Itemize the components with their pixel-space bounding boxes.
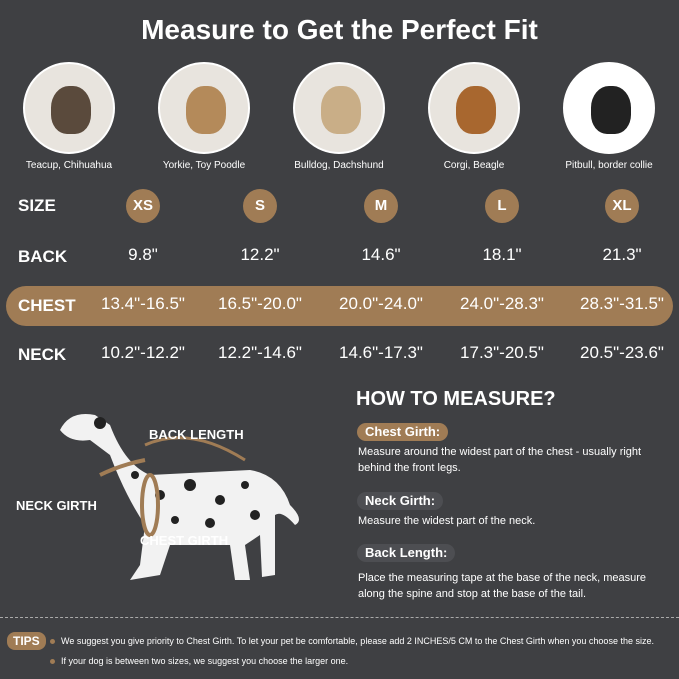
dog-photo (158, 62, 250, 154)
chest-girth-pill: Chest Girth: (357, 423, 449, 441)
dog-card: Pitbull, border collie (549, 62, 669, 171)
size-row: SIZE XS S M L XL (0, 186, 679, 226)
chest-girth-label: CHEST GIRTH (140, 533, 229, 548)
cell: 14.6" (361, 245, 401, 264)
dog-label: Yorkie, Toy Poodle (162, 160, 246, 171)
chest-row: CHEST 13.4"-16.5" 16.5"-20.0" 20.0"-24.0… (6, 286, 673, 326)
how-to-measure-title: HOW TO MEASURE? (356, 388, 556, 410)
row-header: SIZE (18, 196, 56, 215)
cell: 18.1" (482, 245, 522, 264)
dog-label: Corgi, Beagle (443, 160, 505, 171)
dog-photo (563, 62, 655, 154)
cell: 20.5"-23.6" (580, 343, 664, 362)
tip-item: If your dog is between two sizes, we sug… (50, 656, 348, 666)
bullet-icon (50, 659, 55, 665)
neck-girth-pill: Neck Girth: (357, 492, 444, 510)
cell: 21.3" (602, 245, 642, 264)
neck-girth-label: NECK GIRTH (16, 498, 97, 513)
cell: 24.0"-28.3" (460, 294, 544, 313)
cell: 12.2" (240, 245, 280, 264)
dog-card: Teacup, Chihuahua (9, 62, 129, 171)
cell: 9.8" (128, 245, 158, 264)
dog-card: Corgi, Beagle (414, 62, 534, 171)
tip-item: We suggest you give priority to Chest Gi… (50, 636, 654, 646)
tip-text: If your dog is between two sizes, we sug… (61, 656, 349, 666)
bullet-icon (50, 639, 55, 645)
tips-badge: TIPS (7, 632, 46, 650)
tip-text: We suggest you give priority to Chest Gi… (61, 636, 654, 646)
dog-label: Teacup, Chihuahua (25, 160, 113, 171)
cell: 17.3"-20.5" (460, 343, 544, 362)
page-title: Measure to Get the Perfect Fit (141, 14, 538, 45)
size-badge: S (243, 189, 277, 223)
cell: 13.4"-16.5" (101, 294, 185, 313)
dog-card: Yorkie, Toy Poodle (144, 62, 264, 171)
dog-photo (293, 62, 385, 154)
cell: 20.0"-24.0" (339, 294, 423, 313)
divider (0, 617, 679, 618)
cell: 12.2"-14.6" (218, 343, 302, 362)
dog-photo (428, 62, 520, 154)
dog-label: Bulldog, Dachshund (294, 160, 384, 171)
size-badge: XL (605, 189, 639, 223)
size-badge: L (485, 189, 519, 223)
row-header: NECK (18, 345, 67, 364)
dog-photo (23, 62, 115, 154)
dog-label: Pitbull, border collie (565, 160, 653, 171)
back-length-label: BACK LENGTH (149, 427, 244, 442)
chest-girth-desc: Measure around the widest part of the ch… (358, 446, 642, 474)
row-header: BACK (18, 247, 68, 266)
back-row: BACK 9.8" 12.2" 14.6" 18.1" 21.3" (0, 237, 679, 277)
dog-card: Bulldog, Dachshund (279, 62, 399, 171)
cell: 28.3"-31.5" (580, 294, 664, 313)
cell: 14.6"-17.3" (339, 343, 423, 362)
dalmatian-illustration (60, 414, 299, 580)
cell: 16.5"-20.0" (218, 294, 302, 313)
cell: 10.2"-12.2" (101, 343, 185, 362)
size-badge: XS (126, 189, 160, 223)
size-badge: M (364, 189, 398, 223)
back-length-pill: Back Length: (357, 544, 456, 562)
neck-girth-desc: Measure the widest part of the neck. (358, 515, 536, 527)
back-length-desc: Place the measuring tape at the base of … (358, 572, 647, 600)
row-header: CHEST (18, 296, 76, 315)
neck-row: NECK 10.2"-12.2" 12.2"-14.6" 14.6"-17.3"… (0, 335, 679, 375)
